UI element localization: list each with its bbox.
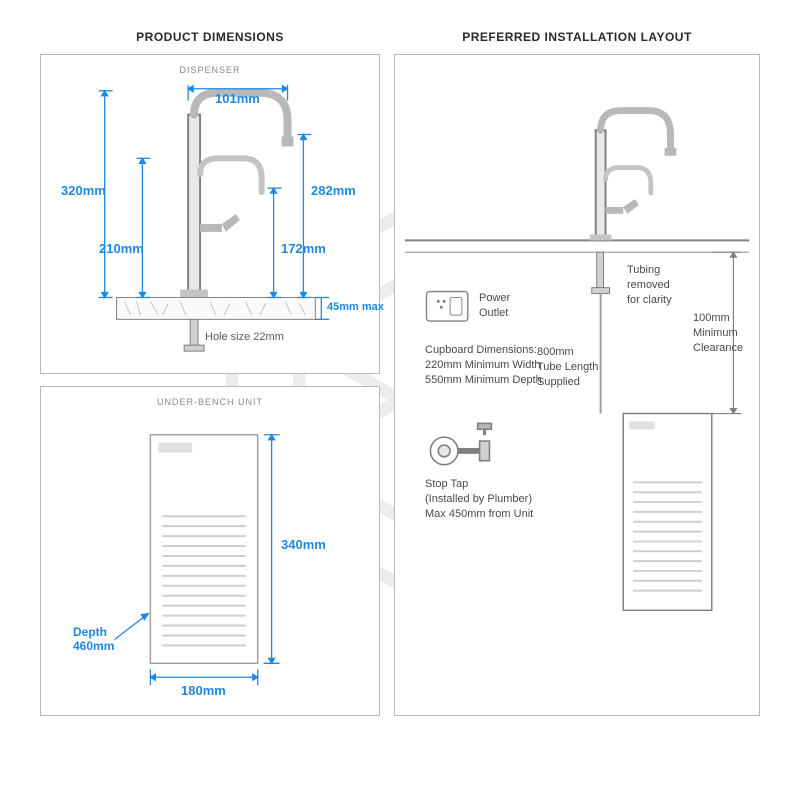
dim-depth-label: Depth (73, 625, 107, 639)
underbench-panel: UNDER-BENCH UNIT (40, 386, 380, 716)
power-line2: Outlet (479, 307, 508, 319)
tubing-line3: for clarity (627, 294, 672, 306)
dim-holesize: Hole size 22mm (205, 331, 284, 343)
dim-172mm: 172mm (281, 241, 326, 256)
tubing-line2: removed (627, 279, 670, 291)
dim-101mm: 101mm (215, 91, 260, 106)
tubing-line1: Tubing (627, 264, 660, 276)
clearance-line1: 100mm (693, 312, 730, 324)
dim-320mm: 320mm (61, 183, 106, 198)
underbench-drawing (41, 387, 379, 715)
stoptap-line2: (Installed by Plumber) (425, 493, 532, 505)
power-line1: Power (479, 292, 510, 304)
clearance: 100mm Minimum Clearance (693, 311, 743, 356)
clearance-line2: Minimum (693, 327, 738, 339)
tubelen-line1: 800mm (537, 346, 574, 358)
stoptap-line1: Stop Tap (425, 478, 468, 490)
installation-panel: Power Outlet Cupboard Dimensions: 220mm … (394, 54, 760, 716)
product-dimensions-header: PRODUCT DIMENSIONS (40, 30, 380, 44)
dim-45mm: 45mm max (327, 301, 384, 313)
tubing-note: Tubing removed for clarity (627, 263, 672, 308)
clearance-line3: Clearance (693, 342, 743, 354)
dispenser-drawing (41, 55, 379, 373)
dim-underbench-height: 340mm (281, 537, 326, 552)
stop-tap-desc: Stop Tap (Installed by Plumber) Max 450m… (425, 477, 533, 522)
cupboard-line3: 550mm Minimum Depth (425, 374, 542, 386)
dispenser-panel: DISPENSER (40, 54, 380, 374)
cupboard-line2: 220mm Minimum Width (425, 359, 541, 371)
installation-layout-column: PREFERRED INSTALLATION LAYOUT (394, 30, 760, 770)
cupboard-dims: Cupboard Dimensions: 220mm Minimum Width… (425, 343, 542, 388)
installation-layout-header: PREFERRED INSTALLATION LAYOUT (394, 30, 760, 44)
tube-length: 800mm Tube Length Supplied (537, 345, 598, 390)
cupboard-line1: Cupboard Dimensions: (425, 344, 537, 356)
tubelen-line2: Tube Length (537, 361, 598, 373)
stoptap-line3: Max 450mm from Unit (425, 508, 533, 520)
dim-210mm: 210mm (99, 241, 144, 256)
product-dimensions-column: PRODUCT DIMENSIONS DISPENSER (40, 30, 380, 770)
tubelen-line3: Supplied (537, 376, 580, 388)
dim-underbench-width: 180mm (181, 683, 226, 698)
dim-282mm: 282mm (311, 183, 356, 198)
dim-depth-value: 460mm (73, 639, 114, 653)
power-outlet-label: Power Outlet (479, 291, 510, 321)
